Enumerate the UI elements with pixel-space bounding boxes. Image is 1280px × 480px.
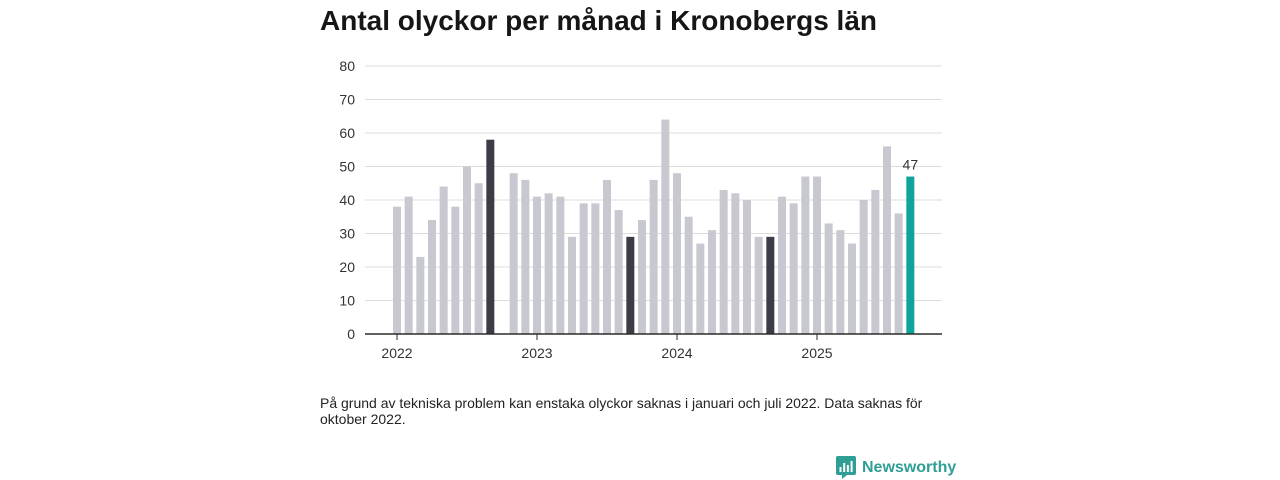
bar (568, 236, 576, 334)
x-tick-label: 2023 (521, 345, 552, 361)
bar (393, 206, 401, 334)
y-tick-label: 80 (339, 58, 355, 74)
bar (579, 203, 588, 334)
bar (474, 183, 483, 334)
bar (836, 230, 845, 334)
y-tick-label: 50 (339, 159, 355, 175)
bar (859, 200, 868, 334)
bar (533, 196, 541, 334)
bar (638, 220, 646, 334)
footnote: På grund av tekniska problem kan enstaka… (320, 395, 923, 427)
bar (848, 243, 856, 334)
bar (754, 236, 763, 334)
bar-latest (906, 176, 915, 334)
x-tick-label: 2025 (801, 345, 832, 361)
bar (708, 230, 716, 334)
bar (416, 256, 425, 334)
bars (393, 119, 915, 334)
bar (883, 146, 891, 334)
bar-highlight (486, 139, 495, 334)
bar (649, 179, 658, 334)
bar-chart-speech-icon (836, 456, 856, 479)
data-labels: 47 (903, 157, 919, 173)
bar (684, 216, 693, 334)
brand-logo: Newsworthy (835, 455, 956, 480)
y-tick-label: 70 (339, 92, 355, 108)
y-tick-label: 0 (347, 326, 355, 342)
bar-chart: 0 10 20 30 40 50 60 70 80 2022 2023 2024 2025 47 (339, 58, 942, 361)
bar (404, 196, 413, 334)
bar-highlight (626, 236, 635, 334)
bar (521, 179, 530, 334)
bar (731, 193, 740, 334)
bar (894, 213, 903, 334)
bar (603, 179, 611, 334)
bar (778, 196, 786, 334)
bar (743, 200, 751, 334)
y-tick-label: 60 (339, 125, 355, 141)
y-axis-labels: 0 10 20 30 40 50 60 70 80 (339, 58, 355, 342)
y-tick-label: 10 (339, 293, 355, 309)
bar (509, 173, 518, 334)
bar (614, 210, 623, 334)
bar (451, 206, 460, 334)
bar (801, 176, 810, 334)
bar (789, 203, 798, 334)
bar (696, 243, 705, 334)
bar (591, 203, 600, 334)
data-label-latest: 47 (903, 157, 919, 173)
bar-highlight (766, 236, 775, 334)
x-axis: 2022 2023 2024 2025 (365, 333, 942, 361)
y-tick-label: 30 (339, 226, 355, 242)
y-tick-label: 40 (339, 192, 355, 208)
bar (661, 119, 670, 334)
bar (544, 193, 553, 334)
bar (824, 223, 833, 334)
bar (673, 173, 681, 334)
bar (719, 189, 728, 334)
bar (871, 189, 880, 334)
bar (813, 176, 821, 334)
chart-title: Antal olyckor per månad i Kronobergs län (320, 5, 878, 36)
bar (428, 220, 436, 334)
x-tick-label: 2022 (381, 345, 412, 361)
brand-name: Newsworthy (862, 458, 957, 476)
bar (556, 196, 565, 334)
x-tick-label: 2024 (661, 345, 692, 361)
y-tick-label: 20 (339, 259, 355, 275)
bar (439, 186, 448, 334)
bar (463, 166, 471, 334)
